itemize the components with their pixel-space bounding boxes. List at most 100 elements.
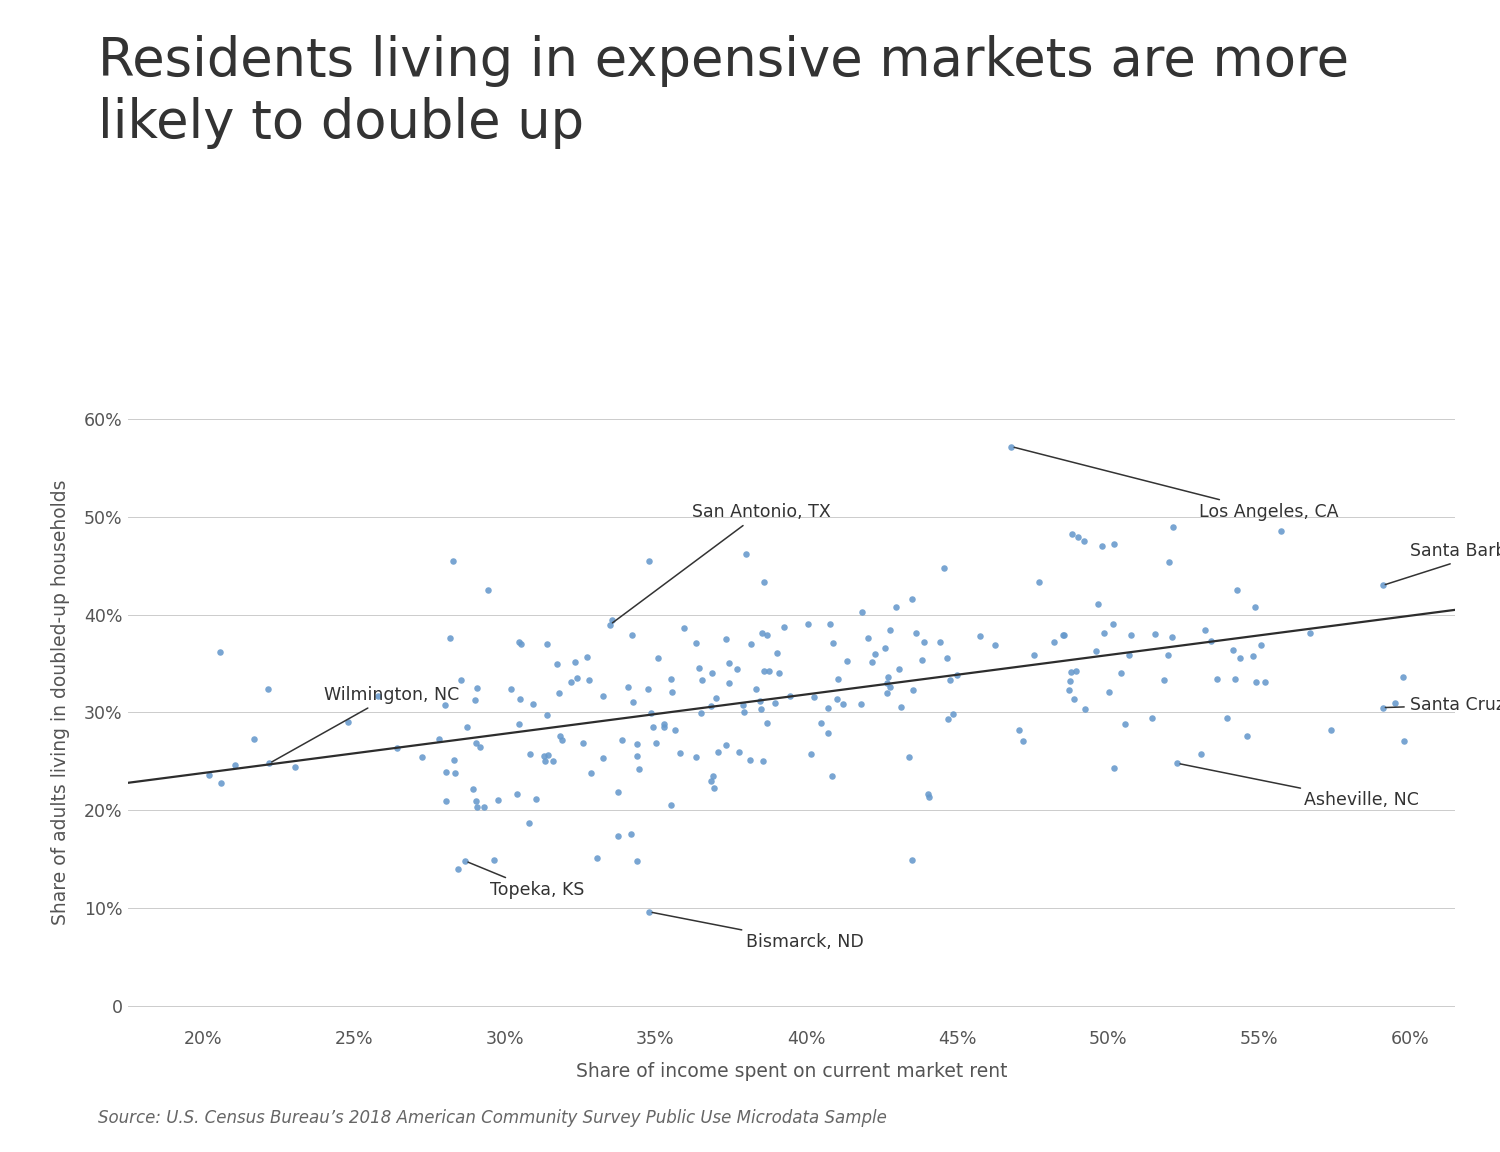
- Point: [738, 750, 762, 768]
- Point: [1119, 626, 1143, 644]
- Point: [542, 752, 566, 771]
- Text: Los Angeles, CA: Los Angeles, CA: [1014, 447, 1338, 521]
- Point: [702, 779, 726, 797]
- Point: [578, 670, 602, 689]
- Point: [1192, 621, 1216, 639]
- Point: [717, 674, 741, 692]
- Point: [435, 763, 459, 781]
- Point: [750, 623, 774, 642]
- Point: [699, 772, 723, 790]
- Point: [821, 767, 844, 786]
- Point: [798, 744, 822, 763]
- Point: [476, 581, 500, 599]
- Point: [1222, 669, 1246, 688]
- Point: [879, 621, 903, 639]
- Point: [801, 688, 825, 706]
- Point: [1072, 532, 1096, 551]
- Point: [752, 661, 776, 680]
- Point: [672, 619, 696, 637]
- Point: [658, 670, 682, 689]
- Point: [766, 664, 790, 682]
- Point: [1371, 576, 1395, 594]
- Point: [748, 691, 772, 710]
- Point: [1242, 598, 1266, 616]
- Point: [849, 695, 873, 713]
- Point: [873, 639, 897, 658]
- Point: [758, 662, 782, 681]
- Point: [518, 744, 542, 763]
- Point: [624, 746, 648, 765]
- Point: [818, 614, 842, 632]
- Text: Topeka, KS: Topeka, KS: [468, 862, 584, 900]
- Point: [652, 714, 676, 733]
- Point: [1188, 745, 1212, 764]
- Point: [821, 634, 844, 652]
- Point: [620, 825, 644, 843]
- Point: [1390, 668, 1414, 687]
- Point: [1102, 536, 1126, 554]
- Point: [1244, 673, 1268, 691]
- Point: [336, 712, 360, 730]
- Point: [591, 749, 615, 767]
- Point: [606, 827, 630, 846]
- Point: [591, 688, 615, 706]
- Point: [600, 612, 624, 630]
- Point: [636, 680, 660, 698]
- Point: [284, 758, 308, 776]
- Point: [916, 788, 940, 806]
- Point: [714, 735, 738, 753]
- Point: [448, 670, 472, 689]
- Text: Asheville, NC: Asheville, NC: [1180, 764, 1419, 810]
- X-axis label: Share of income spent on current market rent: Share of income spent on current market …: [576, 1062, 1006, 1081]
- Point: [1090, 537, 1114, 555]
- Point: [1118, 646, 1142, 665]
- Point: [465, 791, 489, 810]
- Point: [850, 604, 874, 622]
- Point: [646, 649, 670, 667]
- Point: [717, 654, 741, 673]
- Point: [1392, 733, 1416, 751]
- Point: [668, 743, 692, 761]
- Point: [509, 635, 532, 653]
- Point: [660, 682, 684, 700]
- Point: [532, 752, 556, 771]
- Point: [562, 653, 586, 672]
- Point: [639, 704, 663, 722]
- Point: [509, 690, 532, 708]
- Point: [366, 687, 390, 705]
- Point: [765, 644, 789, 662]
- Point: [1269, 522, 1293, 540]
- Point: [1098, 683, 1122, 702]
- Point: [1252, 673, 1276, 691]
- Point: [209, 643, 232, 661]
- Point: [808, 714, 832, 733]
- Point: [1227, 649, 1251, 667]
- Point: [1156, 645, 1180, 664]
- Point: [1022, 645, 1046, 664]
- Point: [734, 545, 758, 563]
- Point: [627, 759, 651, 778]
- Point: [1011, 732, 1035, 750]
- Point: [1062, 690, 1086, 708]
- Point: [1371, 698, 1395, 717]
- Point: [243, 729, 267, 748]
- Point: [570, 734, 594, 752]
- Point: [446, 859, 470, 878]
- Point: [442, 764, 466, 782]
- Point: [927, 634, 951, 652]
- Point: [945, 666, 969, 684]
- Point: [210, 773, 234, 791]
- Point: [427, 729, 451, 748]
- Point: [566, 668, 590, 687]
- Text: Residents living in expensive markets are more
likely to double up: Residents living in expensive markets ar…: [98, 35, 1348, 149]
- Point: [752, 574, 776, 592]
- Point: [518, 814, 542, 833]
- Point: [638, 903, 662, 922]
- Point: [462, 780, 486, 798]
- Point: [579, 764, 603, 782]
- Point: [520, 695, 544, 713]
- Point: [879, 677, 903, 696]
- Point: [706, 742, 730, 760]
- Point: [606, 783, 630, 802]
- Point: [624, 852, 648, 871]
